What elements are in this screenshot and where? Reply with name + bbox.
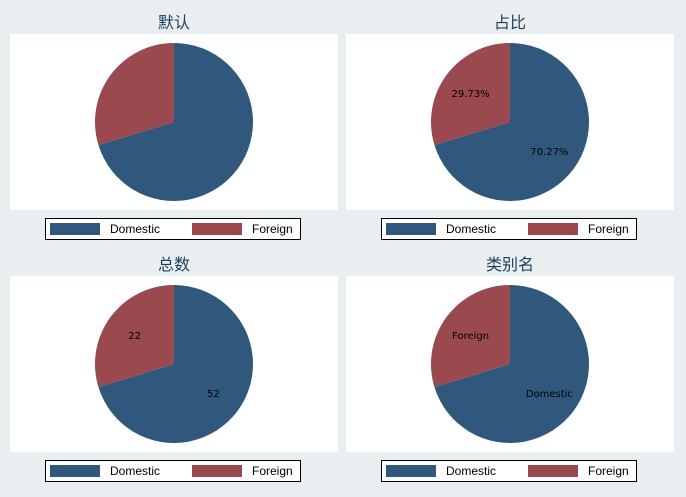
legend-label-foreign: Foreign xyxy=(588,464,629,478)
pie-chart: 52 22 xyxy=(95,285,254,443)
legend: Domestic Foreign xyxy=(45,218,301,240)
legend-swatch-domestic xyxy=(50,223,100,235)
slice-label-foreign: 22 xyxy=(128,331,141,342)
pie-chart: 70.27% 29.73% xyxy=(431,43,589,201)
legend-label-domestic: Domestic xyxy=(446,464,497,478)
plot-area: 52 22 xyxy=(10,276,338,452)
slice-label-domestic: Domestic xyxy=(526,389,573,400)
pie-slice-domestic xyxy=(434,43,589,201)
legend-swatch-domestic xyxy=(386,223,436,235)
chart-title: 默认 xyxy=(157,13,190,32)
chart-panel-count: 总数 52 22 Domestic Foreign xyxy=(10,254,338,484)
plot-area xyxy=(10,34,338,210)
plot-area: Domestic Foreign xyxy=(346,276,674,452)
chart-panel-category: 类别名 Domestic Foreign Domestic Foreign xyxy=(346,254,674,484)
legend-swatch-foreign xyxy=(192,223,242,235)
legend-label-foreign: Foreign xyxy=(588,222,629,236)
pie-slice-domestic xyxy=(98,43,254,201)
legend-swatch-foreign xyxy=(192,465,242,477)
pie-slice-foreign xyxy=(95,43,174,146)
pie-slice-foreign xyxy=(431,43,510,146)
chart-title: 类别名 xyxy=(485,255,534,274)
slice-label-foreign: 29.73% xyxy=(452,89,490,100)
chart-title: 占比 xyxy=(493,13,526,32)
legend-label-domestic: Domestic xyxy=(110,222,161,236)
plot-area: 70.27% 29.73% xyxy=(346,34,674,210)
legend-swatch-foreign xyxy=(528,223,578,235)
pie-chart: Domestic Foreign xyxy=(431,285,589,443)
legend-swatch-domestic xyxy=(50,465,100,477)
pie-slice-domestic xyxy=(98,285,254,443)
pie-slice-foreign xyxy=(95,285,174,388)
chart-panel-percent: 占比 70.27% 29.73% Domestic Foreign xyxy=(346,12,674,242)
legend: Domestic Foreign xyxy=(381,460,637,482)
legend: Domestic Foreign xyxy=(381,218,637,240)
legend-swatch-domestic xyxy=(386,465,436,477)
slice-label-domestic: 70.27% xyxy=(530,147,568,158)
legend-label-domestic: Domestic xyxy=(110,464,161,478)
pie-chart xyxy=(95,43,254,201)
legend-swatch-foreign xyxy=(528,465,578,477)
chart-panel-default: 默认 Domestic Foreign xyxy=(10,12,338,242)
legend: Domestic Foreign xyxy=(45,460,301,482)
chart-title: 总数 xyxy=(157,255,190,274)
pie-slice-domestic xyxy=(434,285,589,443)
pie-slice-foreign xyxy=(431,285,510,388)
slice-label-domestic: 52 xyxy=(207,389,220,400)
legend-label-foreign: Foreign xyxy=(252,222,293,236)
legend-label-foreign: Foreign xyxy=(252,464,293,478)
legend-label-domestic: Domestic xyxy=(446,222,497,236)
slice-label-foreign: Foreign xyxy=(452,331,489,342)
